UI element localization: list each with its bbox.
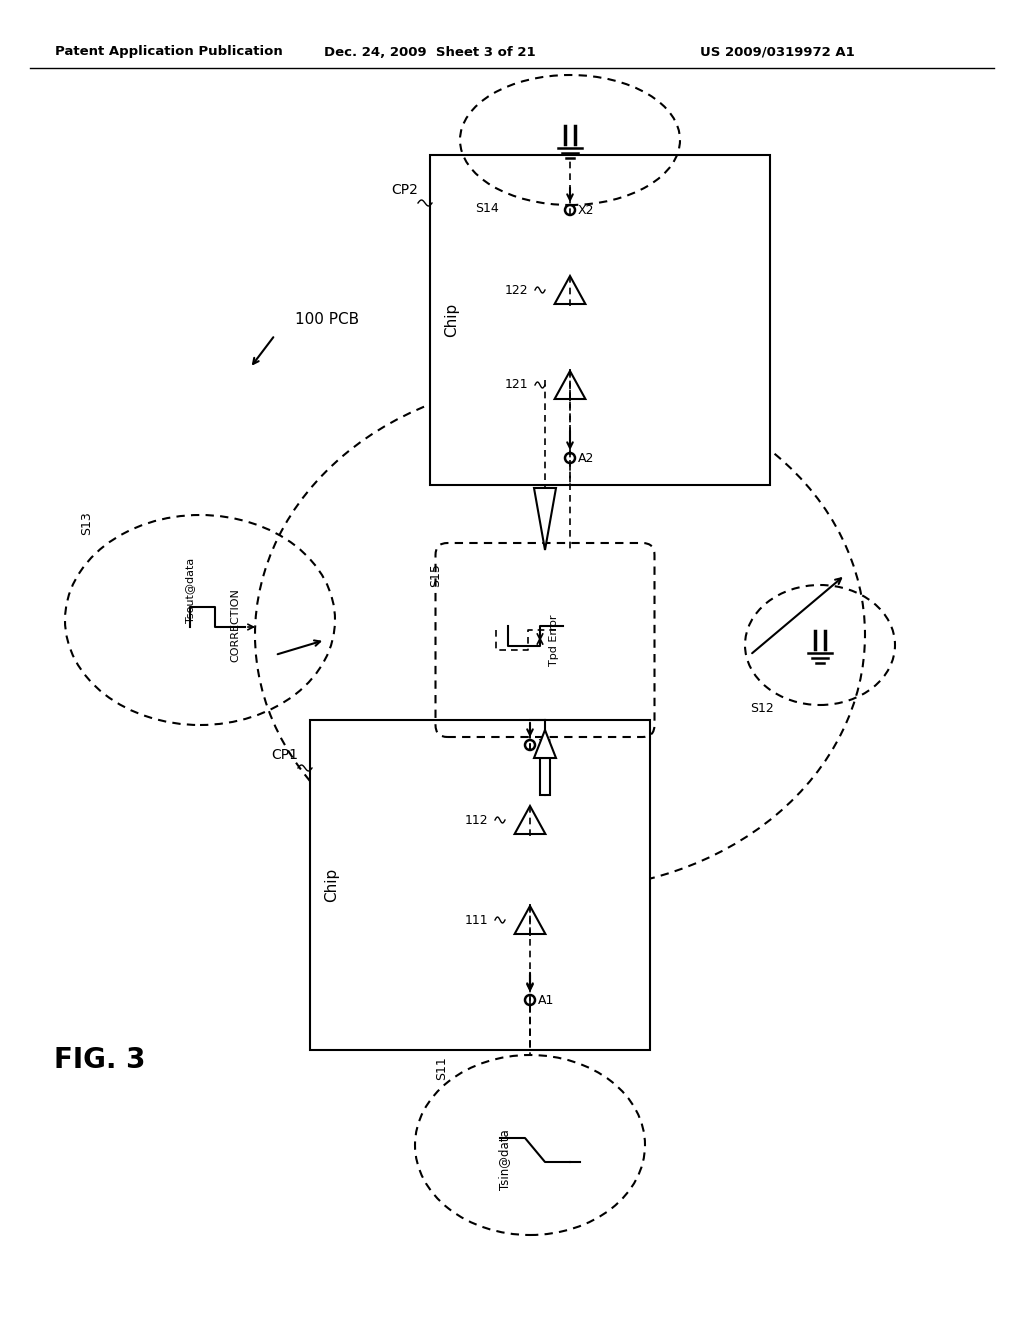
Bar bbox=[430, 154, 770, 484]
Text: Chip: Chip bbox=[325, 867, 340, 902]
Text: A2: A2 bbox=[578, 451, 594, 465]
Text: S15: S15 bbox=[429, 564, 442, 587]
Text: 112: 112 bbox=[464, 813, 488, 826]
Text: 121: 121 bbox=[505, 379, 528, 392]
Text: CP1: CP1 bbox=[271, 748, 298, 762]
Text: X1: X1 bbox=[538, 738, 555, 751]
Text: 122: 122 bbox=[505, 284, 528, 297]
Bar bbox=[310, 719, 650, 1049]
Text: S12: S12 bbox=[750, 702, 774, 715]
Text: 111: 111 bbox=[464, 913, 488, 927]
Text: Tpd Error: Tpd Error bbox=[549, 614, 559, 665]
Text: FIG. 3: FIG. 3 bbox=[54, 1045, 145, 1074]
Text: CORRECTION: CORRECTION bbox=[230, 589, 240, 661]
Text: Tsout@data: Tsout@data bbox=[185, 557, 195, 623]
Text: A1: A1 bbox=[538, 994, 554, 1006]
Polygon shape bbox=[534, 488, 556, 550]
Text: S11: S11 bbox=[435, 1056, 449, 1080]
Text: Patent Application Publication: Patent Application Publication bbox=[55, 45, 283, 58]
Bar bbox=[540, 758, 550, 795]
Text: CP2: CP2 bbox=[391, 183, 418, 197]
Text: S14: S14 bbox=[475, 202, 499, 215]
Text: Dec. 24, 2009  Sheet 3 of 21: Dec. 24, 2009 Sheet 3 of 21 bbox=[325, 45, 536, 58]
Text: S13: S13 bbox=[80, 511, 93, 535]
Text: US 2009/0319972 A1: US 2009/0319972 A1 bbox=[700, 45, 855, 58]
Polygon shape bbox=[534, 730, 556, 758]
Text: X2: X2 bbox=[578, 203, 595, 216]
Text: Chip: Chip bbox=[444, 302, 460, 337]
Text: Tsin@data: Tsin@data bbox=[499, 1130, 512, 1191]
Text: 100 PCB: 100 PCB bbox=[295, 313, 359, 327]
